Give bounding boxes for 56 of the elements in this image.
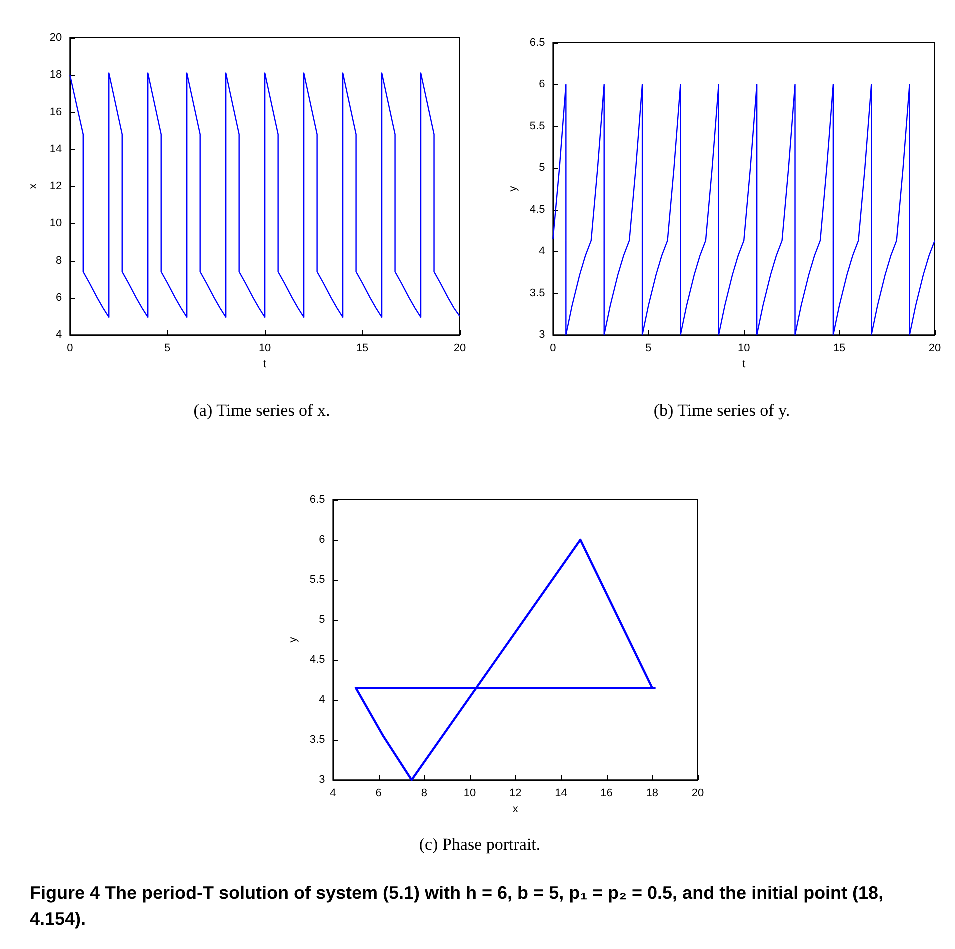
x-axis-title: t [264,358,267,370]
text: (b) Time series of y. [652,400,792,422]
y-tick-label: 20 [50,32,62,44]
y-tick-label: 16 [50,106,62,118]
x-tick-label: 14 [555,788,568,800]
y-tick-label: 5 [539,162,546,174]
y-tick-label: 6 [319,534,326,546]
x-tick-label: 10 [258,342,272,355]
y-tick-label: 4 [56,329,62,342]
x-tick-label: 6 [376,788,382,800]
y-tick-label: 12 [50,180,62,193]
y-tick-label: 6.5 [530,37,546,49]
y-axis-title: x [28,183,40,190]
x-tick-label: 20 [454,342,466,355]
x-axis-title: x [512,804,519,816]
x-tick-label: 0 [67,342,74,355]
y-tick-label: 14 [50,143,62,156]
y-tick-label: 8 [56,254,62,267]
x-tick-label: 0 [550,342,556,355]
y-tick-label: 3 [539,329,546,342]
x-tick-label: 20 [928,342,942,355]
y-tick-label: 3 [319,774,326,786]
y-axis-title: y [508,186,520,192]
y-tick-label: 6 [56,292,62,304]
x-tick-label: 10 [464,788,476,800]
y-tick-label: 4 [319,694,326,706]
text: (a) Time series of x. [192,400,332,422]
x-tick-label: 12 [509,788,522,800]
y-tick-label: 3.5 [310,734,326,746]
x-tick-label: 16 [600,788,613,800]
y-tick-label: 5.5 [310,574,326,586]
x-tick-label: 8 [421,788,428,800]
x-tick-label: 15 [356,342,369,355]
y-tick-label: 4.5 [310,654,326,666]
y-tick-label: 3.5 [530,287,546,300]
x-axis-title: t [742,358,746,370]
line-series [354,538,657,782]
x-tick-label: 4 [330,788,336,800]
x-tick-label: 10 [738,342,750,355]
y-axis-title: y [288,636,300,643]
line-series [70,72,461,318]
y-tick-label: 5 [319,614,326,626]
y-tick-label: 6.5 [310,494,326,506]
x-tick-label: 18 [646,788,659,800]
y-tick-label: 10 [50,218,62,230]
x-tick-label: 5 [646,342,652,355]
x-tick-label: 5 [164,342,171,355]
x-tick-label: 15 [833,342,846,355]
x-tick-label: 20 [692,788,704,800]
y-tick-label: 18 [50,69,62,82]
y-tick-label: 4 [539,246,546,258]
y-tick-label: 6 [539,78,546,91]
y-tick-label: 4.5 [530,204,546,216]
y-tick-label: 5.5 [530,120,546,132]
caption: Figure 4 The period-T solution of system (5.1) with h = 6, b = 5, p₁ = p₂ = 0.5, and the initial point (18, 4.154). [30,882,885,931]
text: (c) Phase portrait. [418,834,542,856]
